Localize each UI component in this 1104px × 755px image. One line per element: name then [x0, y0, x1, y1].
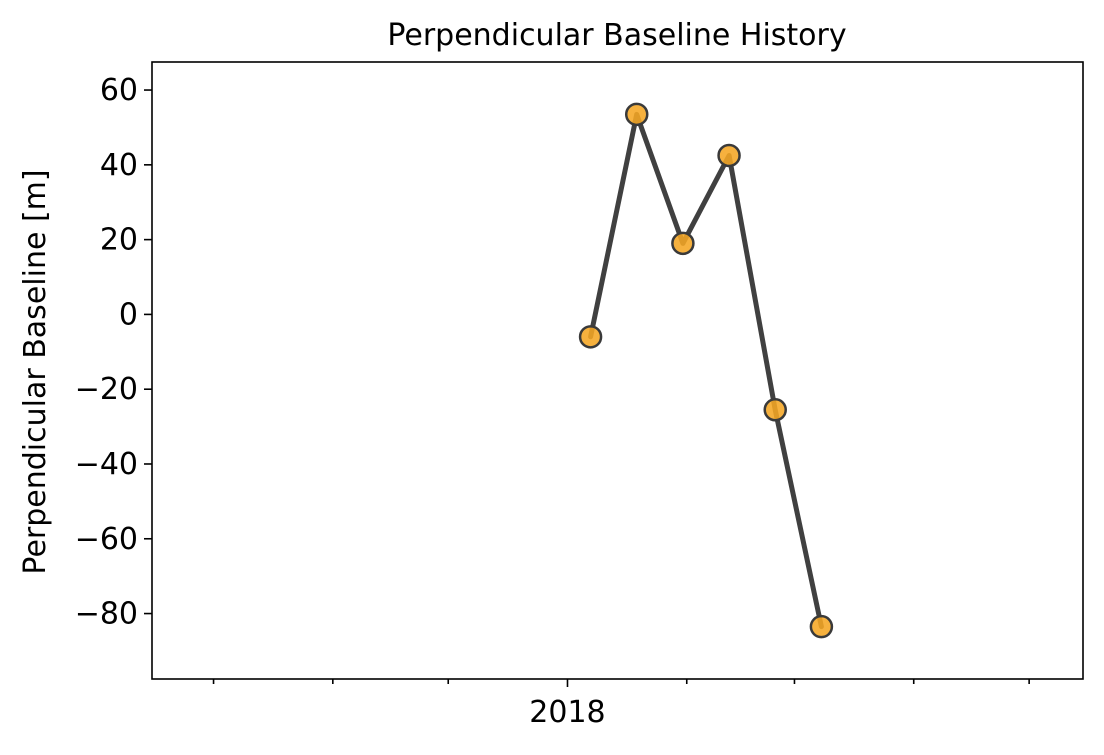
y-axis-label: Perpendicular Baseline [m]: [18, 169, 53, 574]
data-point: [717, 143, 741, 168]
y-tick-label: 20: [100, 223, 138, 258]
series-layer: [578, 102, 834, 639]
y-tick-label: −40: [75, 447, 138, 482]
x-tick-label: 2018: [529, 695, 605, 730]
y-tick-label: 60: [100, 73, 138, 108]
chart-title: Perpendicular Baseline History: [387, 18, 846, 53]
data-point: [624, 102, 649, 127]
y-tick-label: −20: [75, 372, 138, 407]
data-point: [763, 398, 787, 422]
series-line: [588, 111, 824, 630]
plot-frame: [151, 61, 1084, 680]
data-point: [809, 614, 834, 639]
y-tick-label: −60: [75, 522, 138, 557]
y-tick-label: 0: [119, 297, 138, 332]
data-point: [671, 231, 695, 256]
data-point: [578, 325, 603, 349]
x-axis: 2018: [212, 679, 1030, 730]
y-axis: 60 40 20 0 −20 −40 −60 −80: [75, 73, 152, 632]
y-tick-label: 40: [100, 148, 138, 183]
y-tick-label: −80: [75, 597, 138, 632]
